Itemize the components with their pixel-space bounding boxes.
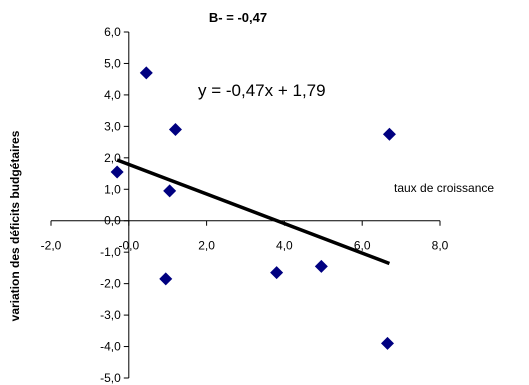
data-point xyxy=(110,165,124,179)
x-tick-label: 8,0 xyxy=(432,239,449,253)
x-tick-label: -2,0 xyxy=(41,239,62,253)
chart-title: B- = -0,47 xyxy=(209,10,267,25)
y-tick-label: -1,0 xyxy=(100,245,121,259)
y-tick-label: 0,0 xyxy=(104,214,121,228)
x-axis-ticks: -2,0 -0,0 2,0 4,0 6,0 8,0 xyxy=(41,220,449,253)
data-point xyxy=(270,266,284,280)
y-axis-label: variation des déficits budgétaires xyxy=(8,130,22,321)
x-tick-label: 6,0 xyxy=(354,239,371,253)
trendline-group xyxy=(116,158,391,266)
data-point xyxy=(380,336,394,350)
trendline xyxy=(116,158,391,266)
x-tick-label: 4,0 xyxy=(276,239,293,253)
y-tick-label: 1,0 xyxy=(104,182,121,196)
y-tick-label: -3,0 xyxy=(100,308,121,322)
data-points xyxy=(110,66,396,350)
y-tick-label: -4,0 xyxy=(100,340,121,354)
data-point xyxy=(139,66,153,80)
y-tick-label: -5,0 xyxy=(100,371,121,385)
y-tick-label: 5,0 xyxy=(104,56,121,70)
y-tick-label: 4,0 xyxy=(104,88,121,102)
data-point xyxy=(163,184,177,198)
data-point xyxy=(314,259,328,273)
data-point xyxy=(168,123,182,137)
x-tick-label: 2,0 xyxy=(198,239,215,253)
y-tick-label: 2,0 xyxy=(104,151,121,165)
y-tick-label: -2,0 xyxy=(100,277,121,291)
trendline-equation: y = -0,47x + 1,79 xyxy=(198,81,326,100)
y-axis-ticks: 6,0 5,0 4,0 3,0 2,0 1,0 0,0 -1,0 -2,0 -3,0 -4,0 -5,… xyxy=(100,25,129,385)
y-tick-label: 6,0 xyxy=(104,25,121,39)
y-tick-label: 3,0 xyxy=(104,119,121,133)
x-tick-label: -0,0 xyxy=(118,239,139,253)
x-axis-label: taux de croissance xyxy=(394,181,494,195)
data-point xyxy=(159,272,173,286)
axes xyxy=(51,32,440,378)
data-point xyxy=(382,127,396,141)
